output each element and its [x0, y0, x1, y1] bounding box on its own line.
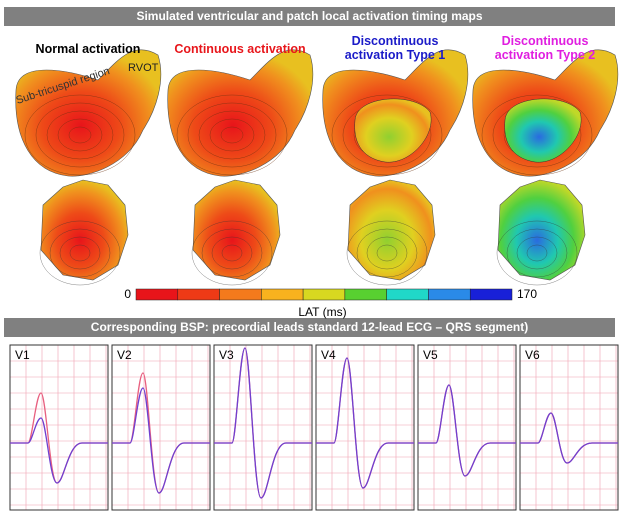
ecg-trace [214, 348, 312, 498]
column-label: Discontinuous activation Type 1 [335, 34, 455, 62]
ecg-trace [520, 413, 618, 463]
lead-label: V4 [321, 348, 336, 362]
colorbar-segment [220, 289, 262, 300]
ecg-trace [10, 393, 108, 483]
column-label: Normal activation [13, 42, 163, 56]
colorbar-tick: 0 [124, 287, 131, 301]
panel [10, 345, 108, 510]
lead-label: V2 [117, 348, 132, 362]
column-label: Discontinuous activation Type 2 [485, 34, 605, 62]
colorbar-segment [428, 289, 470, 300]
lead-label: V3 [219, 348, 234, 362]
panel [316, 345, 414, 510]
panel [418, 345, 516, 510]
ecg-trace [112, 388, 210, 493]
ecg-trace [316, 358, 414, 488]
ecg-trace [214, 348, 312, 498]
annotation: RVOT [128, 62, 158, 74]
ventricle [168, 50, 313, 176]
lead-label: V6 [525, 348, 540, 362]
colorbar-label: LAT (ms) [185, 305, 460, 319]
lead-label: V5 [423, 348, 438, 362]
ecg-trace [316, 358, 414, 488]
colorbar-segment [303, 289, 345, 300]
colorbar-segment [261, 289, 303, 300]
lead-label: V1 [15, 348, 30, 362]
ecg-trace [418, 385, 516, 476]
section-header: Corresponding BSP: precordial leads stan… [4, 318, 615, 337]
panel [214, 345, 312, 510]
panel [112, 345, 210, 510]
ecg-trace [520, 413, 618, 463]
colorbar-segment [345, 289, 387, 300]
colorbar-segment [387, 289, 429, 300]
ecg-trace [418, 385, 516, 476]
colorbar-segment [136, 289, 178, 300]
colorbar-segment [178, 289, 220, 300]
section-header: Simulated ventricular and patch local ac… [4, 7, 615, 26]
colorbar-tick: 170 [517, 287, 537, 301]
panel [520, 345, 618, 510]
ecg-trace [112, 373, 210, 493]
figure: 0 170 V1 V2 V3 V4 V5 V6 Simulated ventricular a… [0, 0, 619, 514]
colorbar-segment [470, 289, 512, 300]
column-label: Continuous activation [165, 42, 315, 56]
